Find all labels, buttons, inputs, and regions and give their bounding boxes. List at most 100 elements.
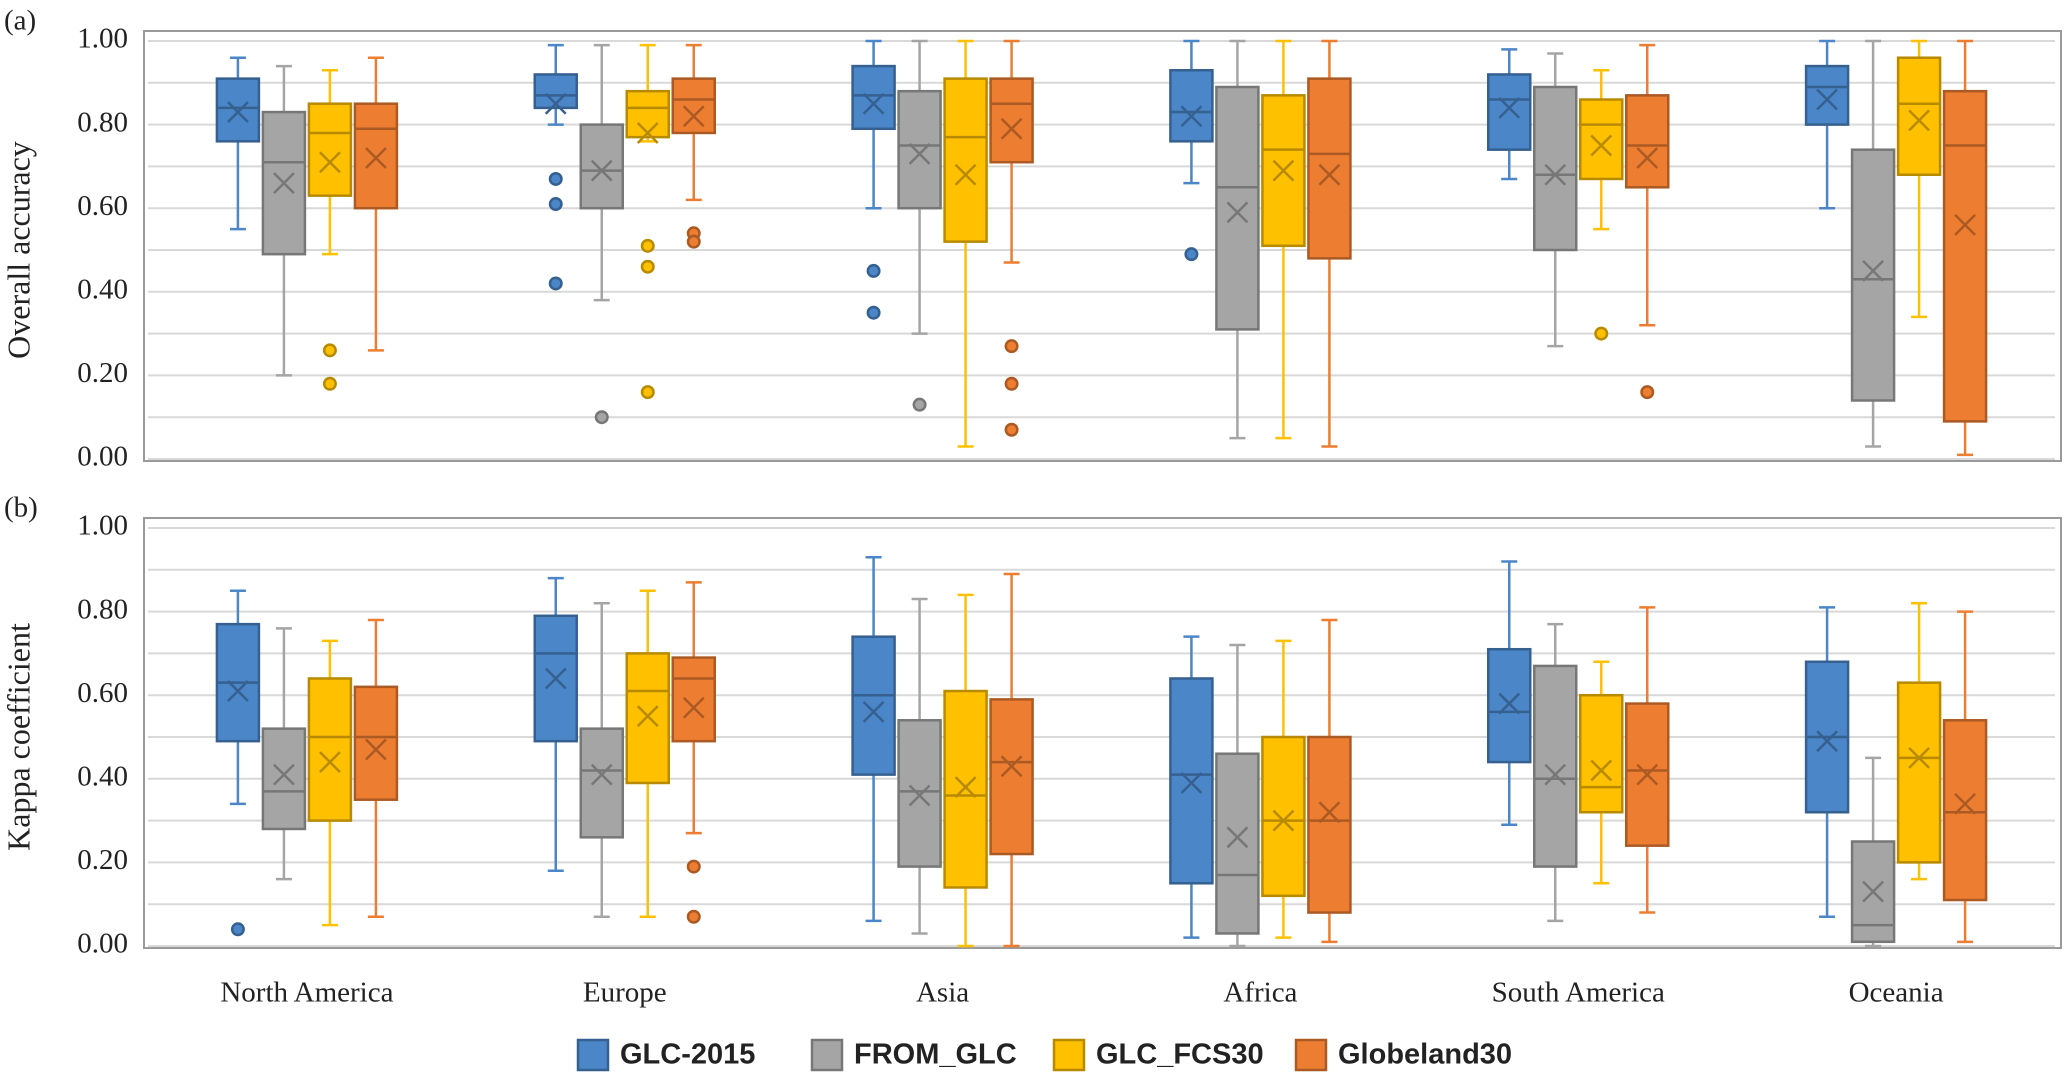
mean-marker bbox=[227, 680, 249, 702]
box bbox=[580, 728, 623, 838]
x-tick-label: Europe bbox=[583, 977, 667, 1009]
box-edge bbox=[943, 77, 988, 243]
legend-swatch-edge bbox=[1294, 1038, 1328, 1072]
box bbox=[1944, 91, 1987, 422]
box-group bbox=[1804, 606, 1850, 918]
x-tick-label: South America bbox=[1492, 977, 1665, 1009]
legend-swatch bbox=[1054, 1040, 1084, 1070]
box-group bbox=[989, 572, 1034, 948]
box-edge bbox=[1487, 647, 1532, 764]
outlier-fill bbox=[643, 262, 653, 272]
outlier-fill bbox=[551, 174, 561, 184]
box-edge bbox=[353, 102, 399, 210]
mean-marker bbox=[365, 147, 387, 169]
legend-swatch-edge bbox=[576, 1038, 610, 1072]
box-edge bbox=[307, 677, 353, 822]
box bbox=[1534, 665, 1577, 867]
legend-swatch bbox=[812, 1040, 842, 1070]
box-edge bbox=[1261, 735, 1306, 898]
box-group bbox=[307, 639, 353, 927]
box-group bbox=[1533, 52, 1578, 348]
box-group bbox=[671, 43, 716, 249]
mean-marker bbox=[1636, 147, 1659, 169]
y-axis-label: Overall accuracy bbox=[0, 141, 36, 359]
mean-marker bbox=[1908, 747, 1930, 769]
box-group bbox=[1215, 39, 1260, 440]
mean-marker bbox=[1590, 134, 1613, 157]
mean-marker bbox=[1180, 772, 1203, 794]
outlier-fill bbox=[689, 912, 699, 922]
box-group bbox=[261, 627, 307, 881]
box-edge bbox=[897, 89, 942, 210]
outlier-fill bbox=[869, 308, 879, 318]
box-group bbox=[897, 597, 942, 935]
box bbox=[354, 686, 397, 800]
box-group bbox=[943, 593, 988, 948]
box bbox=[672, 657, 715, 742]
mean-marker bbox=[273, 763, 295, 786]
panel-label: (a) bbox=[4, 5, 36, 37]
box-group bbox=[307, 69, 353, 391]
box bbox=[626, 653, 669, 783]
mean-marker bbox=[544, 92, 567, 115]
box-group bbox=[1896, 601, 1942, 881]
box bbox=[1580, 99, 1623, 179]
legend-label: FROM_GLC bbox=[854, 1039, 1017, 1071]
mean-marker bbox=[590, 159, 613, 182]
box-group bbox=[671, 581, 716, 924]
outlier-fill bbox=[689, 862, 699, 872]
box bbox=[1626, 95, 1669, 188]
mean-marker bbox=[273, 172, 295, 195]
mean-marker bbox=[1590, 759, 1613, 782]
box-edge bbox=[579, 123, 624, 210]
box-group bbox=[1307, 39, 1352, 448]
mean-marker bbox=[1226, 826, 1249, 849]
box-edge bbox=[1625, 702, 1670, 847]
box-edge bbox=[1215, 85, 1260, 331]
box bbox=[1216, 753, 1259, 934]
mean-marker bbox=[1000, 117, 1023, 140]
box-group bbox=[579, 43, 624, 425]
mean-marker bbox=[1636, 763, 1659, 786]
box bbox=[580, 124, 623, 209]
box-edge bbox=[1307, 77, 1352, 260]
box-group bbox=[1804, 39, 1850, 210]
box-group bbox=[943, 39, 988, 448]
mean-marker bbox=[1226, 201, 1249, 224]
mean-marker bbox=[682, 105, 705, 128]
y-tick-label: 0.40 bbox=[77, 273, 128, 305]
box bbox=[898, 91, 941, 209]
box-edge bbox=[1804, 64, 1850, 126]
mean-marker bbox=[1498, 692, 1521, 715]
mean-marker bbox=[544, 667, 567, 690]
box-group bbox=[261, 64, 307, 377]
outlier-fill bbox=[643, 241, 653, 251]
legend-swatch-edge bbox=[810, 1038, 844, 1072]
outlier-fill bbox=[1007, 341, 1017, 351]
mean-marker bbox=[1816, 730, 1838, 753]
box bbox=[852, 636, 895, 775]
box bbox=[944, 78, 987, 242]
box-edge bbox=[671, 77, 716, 135]
box-group bbox=[215, 56, 261, 231]
box-edge bbox=[215, 77, 261, 143]
y-tick-label: 0.20 bbox=[77, 844, 128, 876]
legend-label: Globeland30 bbox=[1338, 1039, 1512, 1071]
mean-marker bbox=[1908, 109, 1930, 132]
box bbox=[1262, 737, 1305, 896]
outlier-fill bbox=[869, 266, 879, 276]
box-edge bbox=[307, 102, 353, 197]
box bbox=[990, 78, 1033, 163]
mean-marker bbox=[590, 763, 613, 786]
y-tick-label: 1.00 bbox=[77, 23, 128, 55]
mean-marker bbox=[1862, 880, 1884, 903]
outlier-fill bbox=[597, 412, 607, 422]
mean-marker bbox=[1000, 755, 1023, 778]
box-edge bbox=[1169, 69, 1214, 143]
y-tick-label: 0.00 bbox=[77, 441, 128, 473]
box-group bbox=[1261, 639, 1306, 939]
box-edge bbox=[533, 614, 578, 743]
box-edge bbox=[1487, 73, 1532, 151]
box bbox=[1898, 57, 1941, 175]
box-group bbox=[533, 43, 578, 291]
